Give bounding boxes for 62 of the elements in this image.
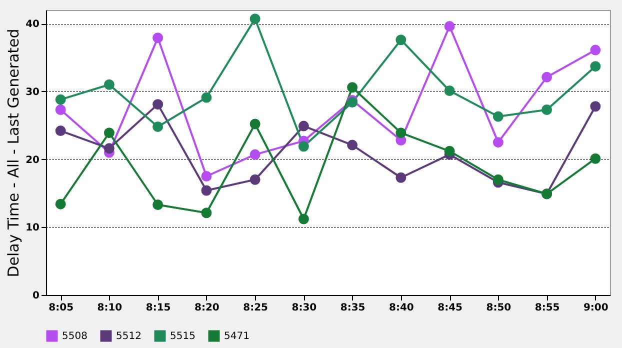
point <box>250 118 260 130</box>
point <box>152 32 164 44</box>
point <box>590 44 601 56</box>
point <box>201 185 212 196</box>
point <box>152 99 164 110</box>
point <box>542 72 552 82</box>
x-tick-label: 8:15 <box>146 302 171 314</box>
point <box>492 137 504 148</box>
point <box>250 14 260 24</box>
legend-label: 5515 <box>170 331 196 342</box>
point <box>347 82 358 93</box>
point <box>396 128 406 138</box>
y-axis-title: Delay Time - All - Last Generated <box>4 28 23 278</box>
x-tick-label: 8:50 <box>486 302 512 314</box>
point <box>55 94 66 105</box>
point <box>396 34 406 46</box>
point <box>347 140 358 150</box>
point <box>55 198 66 210</box>
x-tick-label: 9:00 <box>583 302 608 314</box>
x-tick-label: 8:20 <box>194 302 220 314</box>
point <box>55 104 66 115</box>
point <box>492 111 504 122</box>
y-tick-label: 0 <box>32 290 40 302</box>
point <box>152 200 164 210</box>
point <box>201 171 212 182</box>
point <box>201 208 212 218</box>
legend-label: 5508 <box>62 331 88 342</box>
point <box>396 172 406 183</box>
x-tick-label: 8:35 <box>340 302 366 314</box>
point <box>298 141 309 152</box>
point <box>590 61 601 72</box>
x-tick-label: 8:55 <box>534 302 560 314</box>
point <box>104 128 114 138</box>
point <box>104 79 114 90</box>
legend-label: 5471 <box>224 331 250 342</box>
x-tick-label: 8:25 <box>243 302 268 314</box>
point <box>542 104 552 115</box>
x-tick-label: 8:30 <box>292 302 317 314</box>
point <box>590 153 601 164</box>
y-tick-label: 20 <box>26 154 40 166</box>
point <box>298 214 309 224</box>
y-tick-label: 40 <box>26 19 40 30</box>
x-tick-label: 8:40 <box>388 302 414 314</box>
x-tick-label: 8:45 <box>438 302 463 314</box>
point <box>590 101 601 112</box>
point <box>152 121 164 132</box>
point <box>444 21 455 32</box>
point <box>298 120 309 132</box>
y-tick-label: 30 <box>26 86 40 98</box>
point <box>347 97 358 108</box>
point <box>250 174 260 185</box>
point <box>444 146 455 156</box>
point <box>250 149 260 160</box>
point <box>492 174 504 185</box>
legend-label: 5512 <box>116 331 142 342</box>
point <box>444 86 455 96</box>
y-tick-label: 10 <box>26 222 40 234</box>
x-tick-label: 8:05 <box>48 302 74 314</box>
point <box>201 92 212 103</box>
point <box>104 143 114 154</box>
point <box>55 126 66 136</box>
x-tick-label: 8:10 <box>97 302 122 314</box>
